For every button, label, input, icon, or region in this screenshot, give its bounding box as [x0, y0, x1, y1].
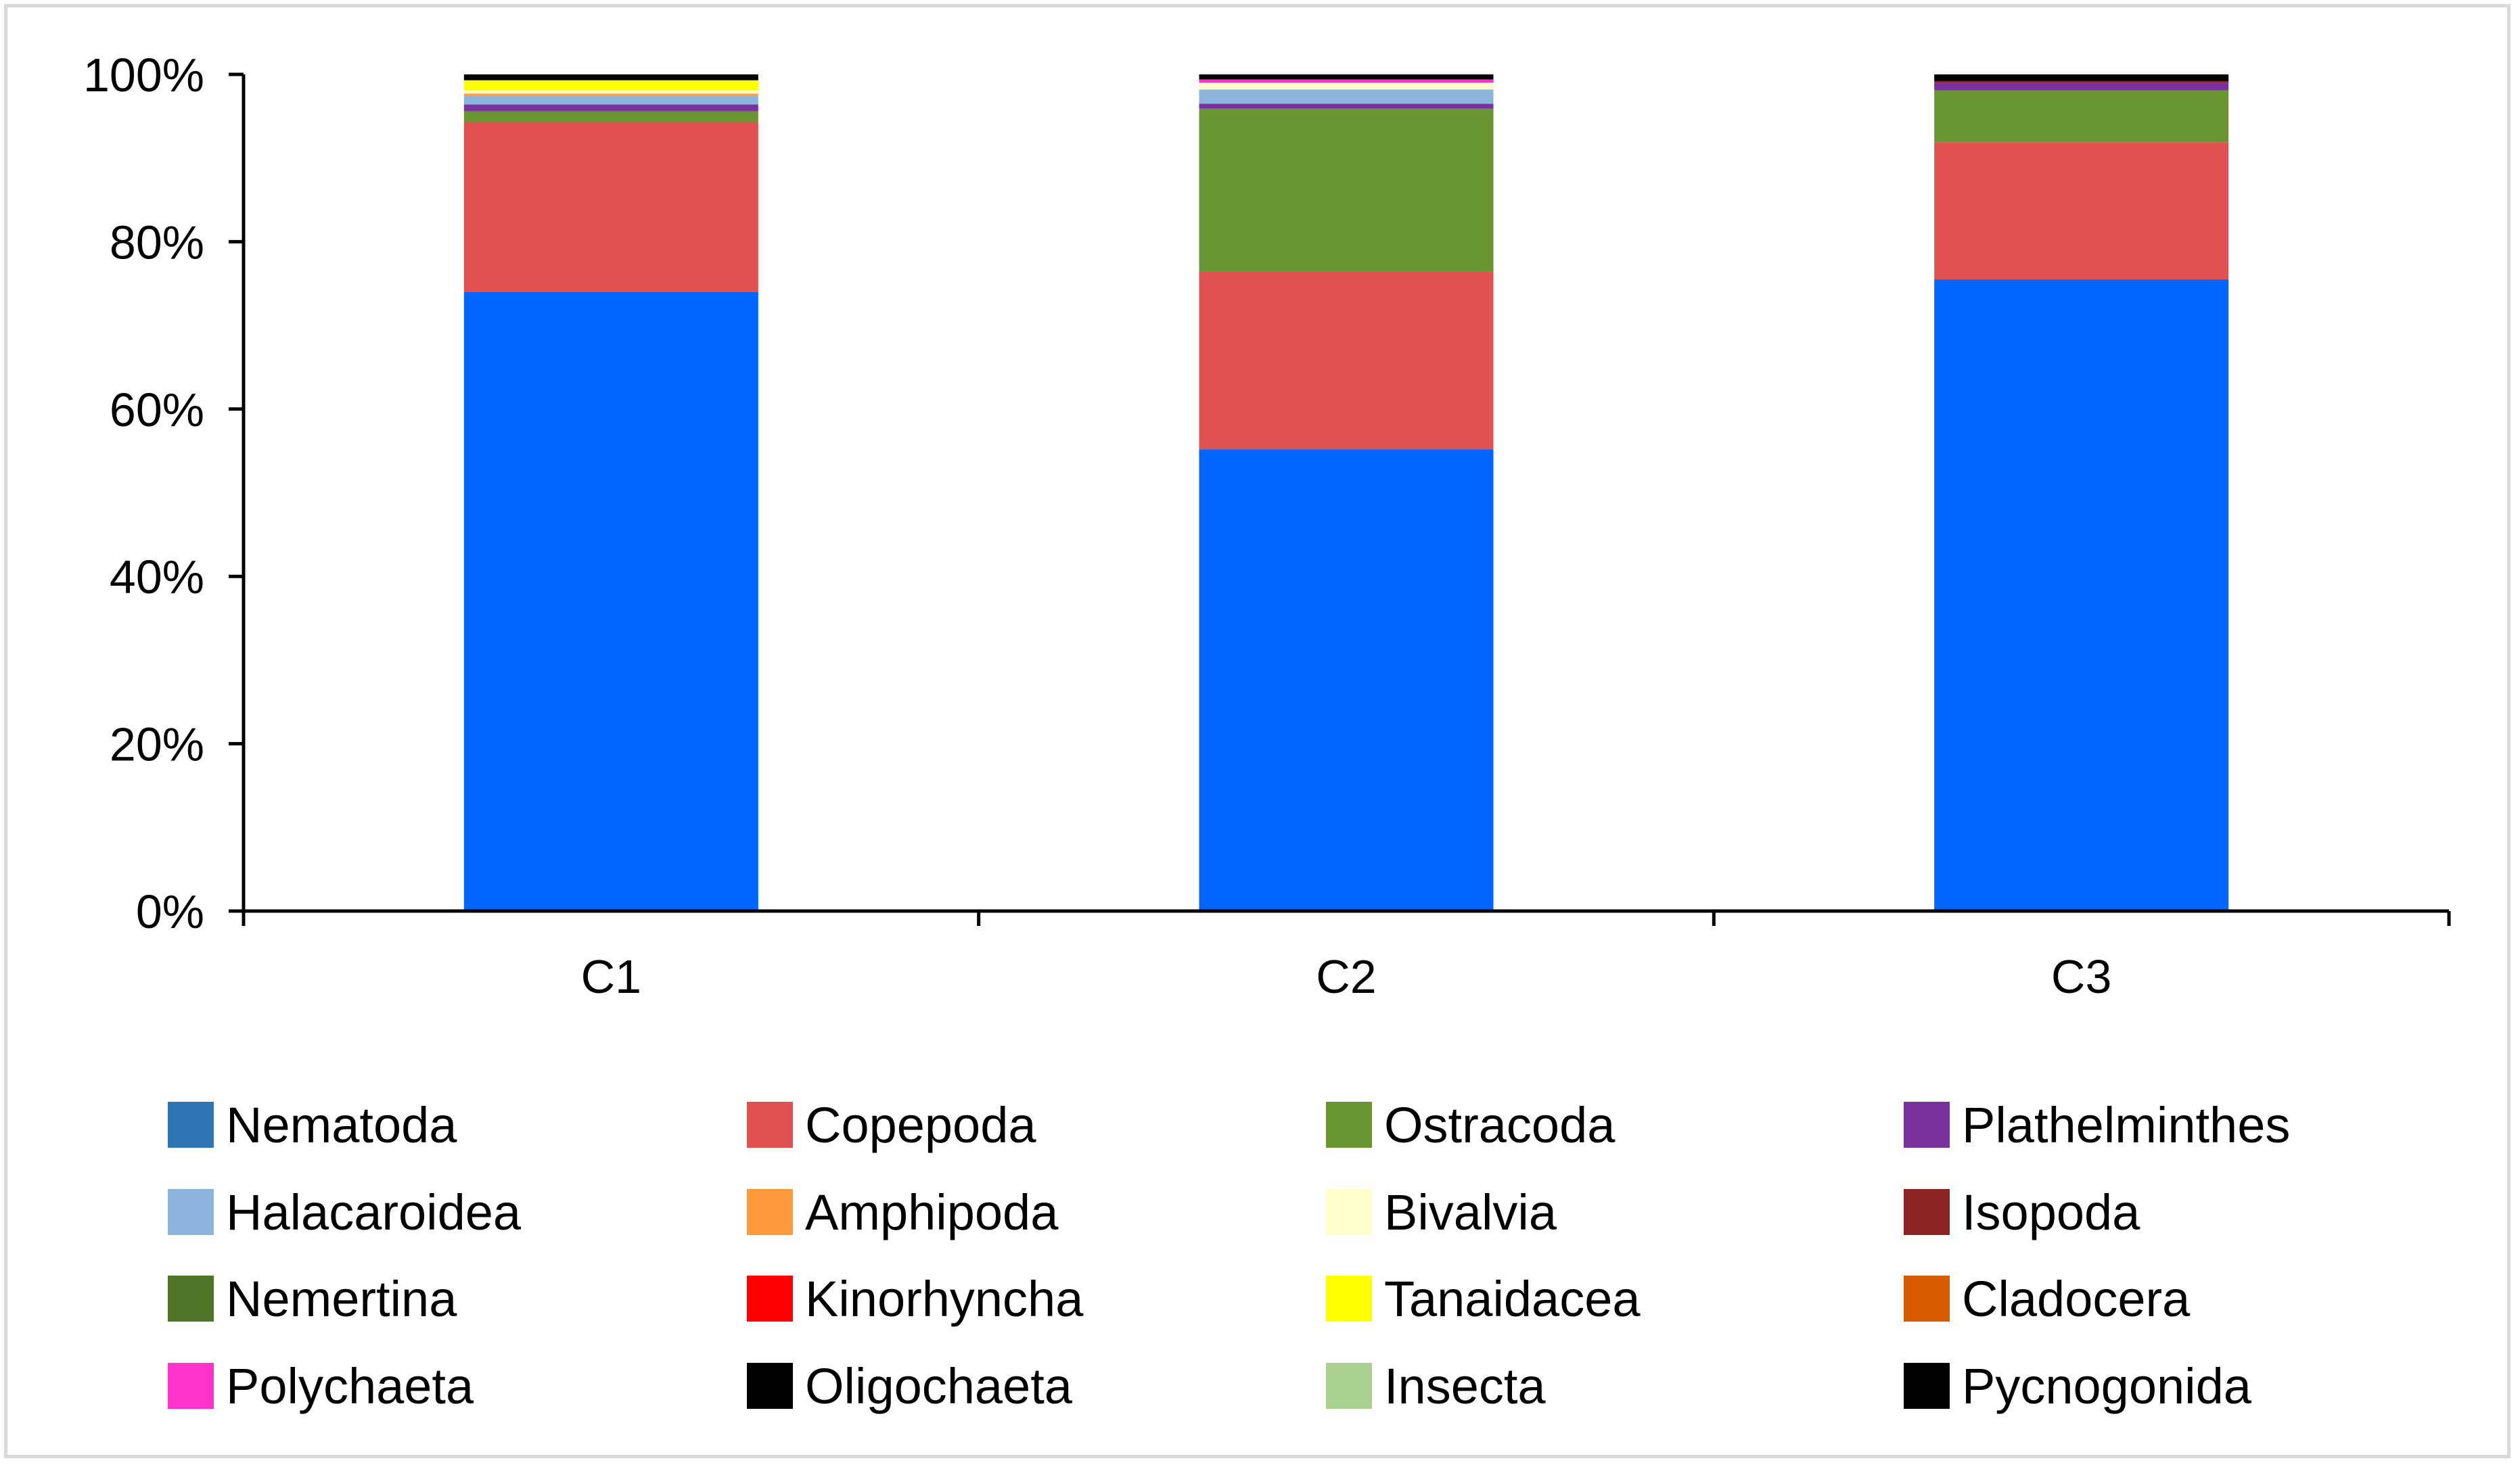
legend-label-insecta: Insecta	[1384, 1358, 1546, 1414]
legend-label-nemertina: Nemertina	[226, 1271, 457, 1327]
bar-c3-nematoda	[1934, 279, 2229, 911]
legend-label-oligochaeta: Oligochaeta	[805, 1358, 1073, 1414]
y-ticks: 0% 20% 40% 60% 80% 100%	[83, 49, 244, 938]
bar-c2-oligochaeta	[1199, 74, 1494, 80]
bar-c2-nematoda	[1199, 449, 1494, 911]
legend-label-cladocera: Cladocera	[1962, 1271, 2191, 1327]
bar-c2-polychaeta	[1199, 79, 1494, 83]
bar-c3-isopoda	[1934, 80, 2229, 83]
legend-label-amphipoda: Amphipoda	[805, 1184, 1059, 1240]
bar-c1-amphipoda	[463, 93, 758, 97]
legend-label-plathelminthes: Plathelminthes	[1962, 1097, 2290, 1153]
legend-label-tanaidacea: Tanaidacea	[1384, 1271, 1641, 1327]
legend-label-kinorhyncha: Kinorhyncha	[805, 1271, 1084, 1327]
legend-label-ostracoda: Ostracoda	[1384, 1097, 1616, 1153]
category-labels: C1 C2 C3	[242, 911, 2451, 1003]
bar-c2-halacaroidea	[1199, 89, 1494, 104]
legend-swatch-polychaeta	[168, 1363, 214, 1409]
legend-label-halacaroidea: Halacaroidea	[226, 1184, 522, 1240]
bar-c2-ostracoda	[1199, 108, 1494, 272]
legend-swatch-cladocera	[1904, 1276, 1950, 1322]
legend: Nematoda Copepoda Ostracoda Plathelminthes H…	[168, 1097, 2290, 1414]
bar-c1-plathelminthes	[463, 104, 758, 112]
legend-swatch-ostracoda	[1326, 1102, 1372, 1148]
legend-swatch-nematoda	[168, 1102, 214, 1148]
bar-c3-copepoda	[1934, 142, 2229, 280]
legend-swatch-copepoda	[747, 1102, 793, 1148]
legend-swatch-insecta	[1326, 1363, 1372, 1409]
legend-label-polychaeta: Polychaeta	[226, 1358, 474, 1414]
legend-label-isopoda: Isopoda	[1962, 1184, 2140, 1240]
legend-swatch-pycnogonida	[1904, 1363, 1950, 1409]
legend-swatch-isopoda	[1904, 1189, 1950, 1235]
legend-label-copepoda: Copepoda	[805, 1097, 1036, 1153]
legend-swatch-plathelminthes	[1904, 1102, 1950, 1148]
bar-c2-plathelminthes	[1199, 103, 1494, 109]
bar-c2-bivalvia	[1199, 83, 1494, 90]
legend-label-nematoda: Nematoda	[226, 1097, 457, 1153]
y-tick-label-20: 20%	[110, 718, 204, 771]
y-tick-label-80: 80%	[110, 216, 204, 269]
bar-c1-copepoda	[463, 122, 758, 292]
category-label-c3: C3	[2051, 950, 2111, 1003]
bar-c1-halacaroidea	[463, 96, 758, 105]
legend-swatch-oligochaeta	[747, 1363, 793, 1409]
bar-c3-ostracoda	[1934, 90, 2229, 143]
category-label-c1: C1	[581, 950, 641, 1003]
bar-c3-plathelminthes	[1934, 83, 2229, 91]
y-tick-label-40: 40%	[110, 551, 204, 603]
bar-c1-tanaidacea	[463, 80, 758, 91]
bar-c1-bivalvia	[463, 90, 758, 94]
bar-c2-copepoda	[1199, 271, 1494, 450]
legend-swatch-halacaroidea	[168, 1189, 214, 1235]
y-tick-label-100: 100%	[83, 49, 204, 101]
legend-label-pycnogonida: Pycnogonida	[1962, 1358, 2252, 1414]
y-tick-label-60: 60%	[110, 383, 204, 436]
bars-layer	[463, 74, 2229, 911]
bar-c1-nematoda	[463, 292, 758, 911]
bar-c3-oligochaeta	[1934, 74, 2229, 81]
legend-swatch-amphipoda	[747, 1189, 793, 1235]
legend-swatch-tanaidacea	[1326, 1276, 1372, 1322]
legend-swatch-nemertina	[168, 1276, 214, 1322]
axes-layer	[242, 74, 2449, 913]
category-label-c2: C2	[1316, 950, 1376, 1003]
y-tick-label-0: 0%	[136, 885, 204, 938]
legend-swatch-bivalvia	[1326, 1189, 1372, 1235]
bar-c1-oligochaeta	[463, 74, 758, 80]
bar-c1-ostracoda	[463, 111, 758, 122]
legend-label-bivalvia: Bivalvia	[1384, 1184, 1557, 1240]
legend-swatch-kinorhyncha	[747, 1276, 793, 1322]
